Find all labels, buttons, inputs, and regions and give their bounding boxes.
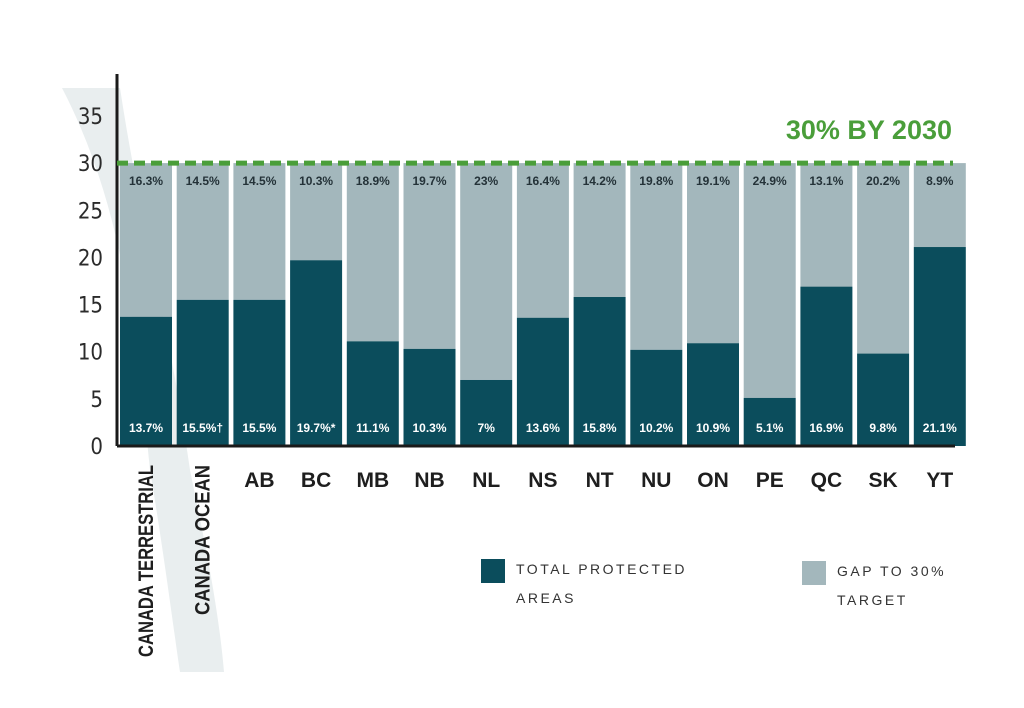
bars-layer xyxy=(120,163,966,446)
bar-protected xyxy=(857,353,910,446)
protected-value-label: 21.1% xyxy=(923,421,957,435)
bar-gap xyxy=(573,163,626,298)
y-tick-label: 0 xyxy=(90,435,103,460)
bar-protected xyxy=(630,349,683,446)
bar-protected xyxy=(516,317,569,446)
bar-protected xyxy=(346,341,399,446)
category-label: CANADA TERRESTRIAL xyxy=(135,465,158,657)
bar-protected xyxy=(743,397,796,446)
bar-protected xyxy=(290,260,343,446)
gap-value-label: 8.9% xyxy=(926,174,954,188)
bar-protected xyxy=(233,299,286,446)
category-label: NT xyxy=(586,469,614,492)
bar-gap xyxy=(120,163,172,317)
y-tick-label: 10 xyxy=(78,341,103,366)
gap-value-label: 13.1% xyxy=(809,174,843,188)
y-tick-label: 35 xyxy=(78,105,103,130)
gap-value-label: 14.2% xyxy=(583,174,617,188)
category-label: MB xyxy=(356,469,389,492)
protected-value-label: 10.9% xyxy=(696,421,730,435)
bar-gap xyxy=(800,163,853,287)
legend-swatch xyxy=(481,559,505,583)
y-tick-label: 25 xyxy=(78,199,103,224)
category-label: QC xyxy=(811,469,843,492)
bar-gap xyxy=(233,163,286,300)
bar-protected xyxy=(176,299,229,446)
category-label: BC xyxy=(301,469,331,492)
gap-value-label: 18.9% xyxy=(356,174,390,188)
target-layer: 30% BY 2030 xyxy=(117,115,953,166)
bar-gap xyxy=(460,163,513,380)
bar-gap xyxy=(630,163,683,350)
protected-value-label: 13.6% xyxy=(526,421,560,435)
gap-value-label: 23% xyxy=(474,174,498,188)
bar-gap xyxy=(176,163,229,300)
protected-value-label: 15.5% xyxy=(242,421,276,435)
gap-value-label: 14.5% xyxy=(186,174,220,188)
protected-value-label: 16.9% xyxy=(809,421,843,435)
y-tick-label: 30 xyxy=(78,152,103,177)
protected-value-label: 19.7%* xyxy=(297,421,336,435)
protected-value-label: 10.3% xyxy=(412,421,446,435)
category-label: SK xyxy=(869,469,898,492)
bar-gap xyxy=(743,163,796,398)
category-label: PE xyxy=(756,469,784,492)
protected-value-label: 9.8% xyxy=(869,421,897,435)
protected-value-label: 15.5%† xyxy=(182,421,223,435)
bar-protected xyxy=(687,343,739,446)
category-label: NL xyxy=(472,469,500,492)
bar-protected xyxy=(120,316,172,446)
legend-label: GAP TO 30% xyxy=(837,563,946,579)
y-tick-label: 15 xyxy=(78,294,103,319)
category-label: NU xyxy=(641,469,671,492)
protected-value-label: 5.1% xyxy=(756,421,784,435)
category-label: ON xyxy=(697,469,729,492)
protected-value-label: 11.1% xyxy=(356,421,390,435)
gap-value-label: 24.9% xyxy=(753,174,787,188)
y-tick-label: 5 xyxy=(90,388,103,413)
protected-value-label: 7% xyxy=(478,421,496,435)
bar-gap xyxy=(687,163,739,344)
bar-gap xyxy=(290,163,343,261)
bar-gap xyxy=(516,163,569,318)
target-label: 30% BY 2030 xyxy=(786,115,952,145)
bar-protected xyxy=(573,297,626,446)
gap-value-label: 20.2% xyxy=(866,174,900,188)
legend-label: TOTAL PROTECTED xyxy=(516,561,687,577)
y-tick-label: 20 xyxy=(78,246,103,271)
category-label: CANADA OCEAN xyxy=(192,465,215,615)
gap-value-label: 16.3% xyxy=(129,174,163,188)
gap-value-label: 19.7% xyxy=(412,174,446,188)
protected-value-label: 10.2% xyxy=(639,421,673,435)
legend: TOTAL PROTECTED AREAS GAP TO 30% TARGET xyxy=(481,559,946,608)
category-label: NB xyxy=(414,469,444,492)
bar-protected xyxy=(913,247,966,446)
category-label: YT xyxy=(926,469,953,492)
gap-value-label: 16.4% xyxy=(526,174,560,188)
legend-label: TARGET xyxy=(837,592,908,608)
bar-gap xyxy=(346,163,399,342)
category-label: NS xyxy=(528,469,557,492)
gap-value-label: 19.8% xyxy=(639,174,673,188)
gap-value-label: 19.1% xyxy=(696,174,730,188)
gap-value-label: 14.5% xyxy=(242,174,276,188)
axes-layer: CANADA TERRESTRIAL CANADA OCEAN AB BC MB NB NL… xyxy=(78,74,955,657)
legend-swatch xyxy=(802,561,826,585)
legend-label: AREAS xyxy=(516,590,576,606)
bar-protected xyxy=(403,348,456,446)
bar-gap xyxy=(857,163,910,354)
bar-protected xyxy=(800,286,853,446)
protected-value-label: 15.8% xyxy=(583,421,617,435)
data-labels-layer: 16.3% 13.7% 14.5% 15.5%† 14.5% 15.5% 10.3% 19.7… xyxy=(129,174,957,435)
category-label: AB xyxy=(244,469,274,492)
bar-gap xyxy=(403,163,456,349)
bar-gap xyxy=(913,163,966,248)
bar-protected xyxy=(460,379,513,446)
gap-value-label: 10.3% xyxy=(299,174,333,188)
protected-value-label: 13.7% xyxy=(129,421,163,435)
